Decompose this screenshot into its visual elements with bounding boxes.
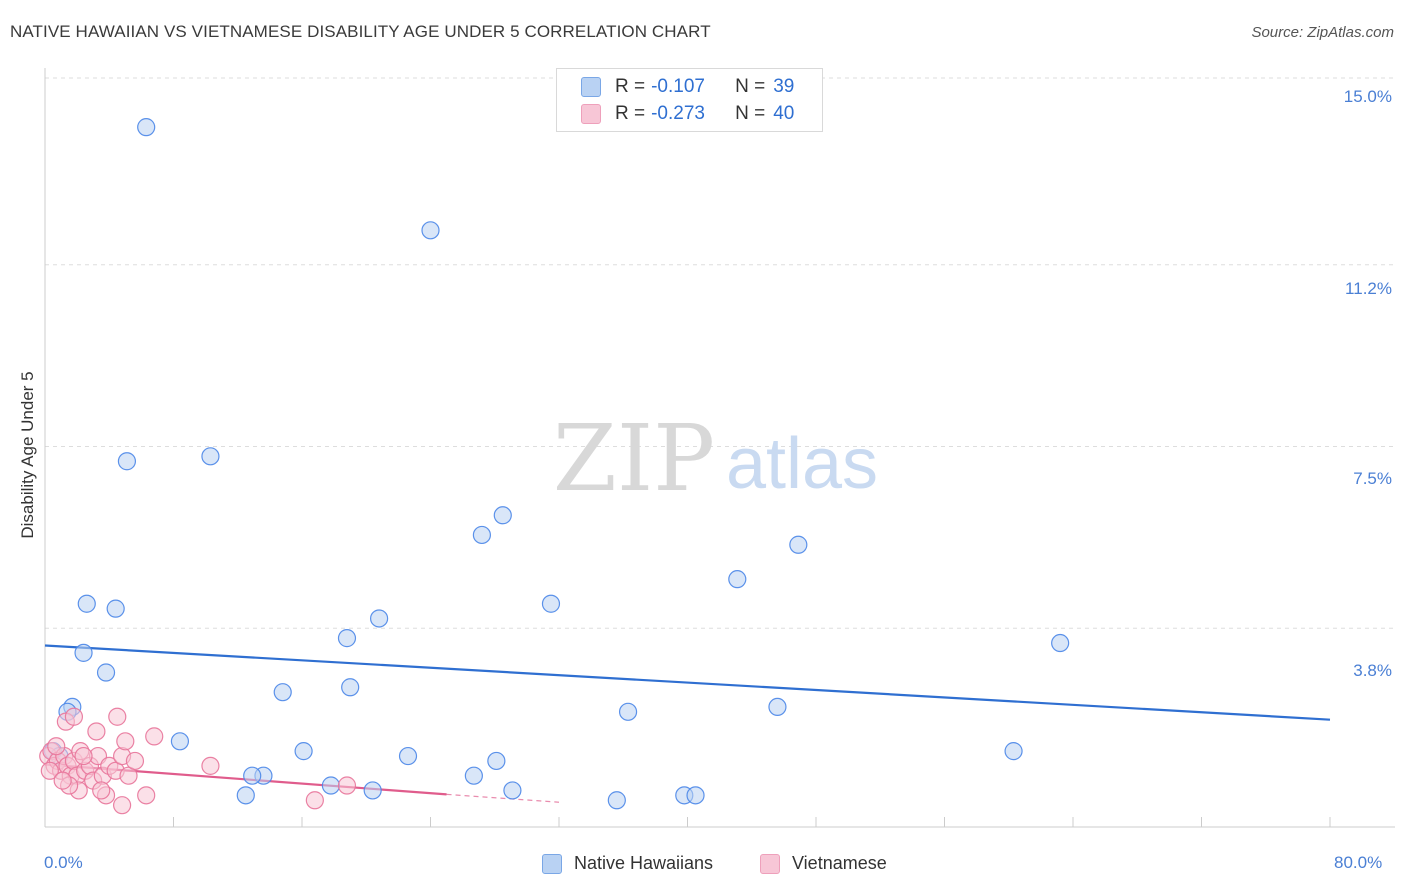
n-label: N = xyxy=(735,76,766,97)
n-value: 39 xyxy=(773,76,795,97)
data-point xyxy=(341,678,360,697)
data-point xyxy=(337,776,357,795)
data-point xyxy=(137,118,156,137)
r-label: R = xyxy=(615,103,646,124)
data-points xyxy=(39,118,1070,815)
data-point xyxy=(686,786,705,805)
y-tick-label: 11.2% xyxy=(1345,279,1392,298)
watermark-zip: ZIP xyxy=(553,405,715,512)
data-point xyxy=(421,221,440,240)
legend-label: Vietnamese xyxy=(792,853,887,873)
blue-swatch xyxy=(581,77,601,97)
data-point xyxy=(112,796,132,815)
data-point xyxy=(305,791,324,810)
watermark-atlas: atlas xyxy=(726,424,878,504)
trend-lines xyxy=(44,644,1331,803)
y-tick-label: 3.8% xyxy=(1353,661,1392,680)
data-point xyxy=(145,727,164,746)
data-point xyxy=(106,599,125,618)
data-point xyxy=(728,570,747,589)
data-point xyxy=(398,746,418,766)
data-point xyxy=(321,776,341,795)
y-tick-label: 7.5% xyxy=(1353,469,1392,488)
legend-item-native-hawaiians: Native Hawaiians xyxy=(542,853,713,874)
chart-title: NATIVE HAWAIIAN VS VIETNAMESE DISABILITY… xyxy=(10,22,711,41)
axes xyxy=(44,68,1395,828)
r-value: -0.273 xyxy=(651,103,705,124)
data-point xyxy=(53,771,72,790)
data-point xyxy=(487,751,506,771)
n-label: N = xyxy=(735,103,766,124)
data-point xyxy=(87,722,106,741)
r-value: -0.107 xyxy=(651,76,705,97)
data-point xyxy=(337,629,357,648)
n-value: 40 xyxy=(773,103,795,124)
data-point xyxy=(92,781,111,800)
data-point xyxy=(117,452,137,471)
pink-swatch xyxy=(760,853,780,874)
trend-line xyxy=(44,644,1331,721)
data-point xyxy=(96,663,116,682)
data-point xyxy=(201,756,220,775)
data-point xyxy=(125,751,145,771)
trend-line-dashed xyxy=(446,793,560,803)
data-point xyxy=(618,702,638,721)
watermark: ZIP atlas xyxy=(553,405,878,512)
data-point xyxy=(503,781,522,800)
data-point xyxy=(273,683,292,702)
data-point xyxy=(363,781,382,800)
data-point xyxy=(74,643,93,662)
data-point xyxy=(243,766,262,785)
data-point xyxy=(541,594,561,613)
data-point xyxy=(370,609,389,628)
y-tick-label: 15.0% xyxy=(1343,87,1392,106)
x-tick-label-max: 80.0% xyxy=(1334,853,1383,872)
data-point xyxy=(64,707,84,726)
data-point xyxy=(137,786,156,805)
data-point xyxy=(201,447,220,466)
source-label: Source: ZipAtlas.com xyxy=(1251,24,1394,41)
blue-swatch xyxy=(542,853,562,874)
data-point xyxy=(77,594,96,613)
data-point xyxy=(294,742,313,761)
r-label: R = xyxy=(615,76,646,97)
data-point xyxy=(74,746,93,766)
data-point xyxy=(464,766,483,785)
data-point xyxy=(116,732,135,751)
data-point xyxy=(170,732,190,751)
data-point xyxy=(108,707,127,726)
legend-row-vietnamese: R = -0.273 N = 40 xyxy=(581,103,794,125)
data-point xyxy=(789,535,808,554)
data-point xyxy=(607,791,626,810)
data-point xyxy=(1051,633,1070,653)
data-point xyxy=(40,761,59,780)
data-point xyxy=(493,506,512,525)
data-point xyxy=(472,525,491,545)
legend-item-vietnamese: Vietnamese xyxy=(760,853,887,874)
legend-row-native-hawaiians: R = -0.107 N = 39 xyxy=(581,76,794,98)
x-tick-label-min: 0.0% xyxy=(44,853,83,872)
pink-swatch xyxy=(581,104,601,124)
data-point xyxy=(768,697,787,717)
legend-label: Native Hawaiians xyxy=(574,853,714,873)
data-point xyxy=(236,786,255,805)
data-point xyxy=(47,737,66,756)
data-point xyxy=(1004,742,1023,761)
gridlines xyxy=(45,77,1395,629)
stats-legend: R = -0.107 N = 39 R = -0.273 N = 40 xyxy=(556,68,823,132)
